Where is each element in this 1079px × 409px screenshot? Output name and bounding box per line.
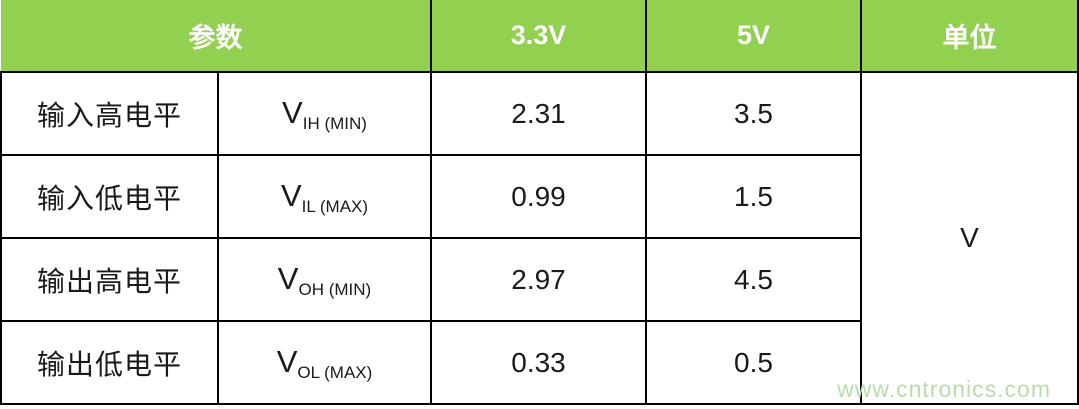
symbol-base: V [277,261,299,296]
value-5v: 3.5 [645,71,862,156]
symbol-base: V [276,344,298,379]
table-row-output-high: 输出高电平 VOH (MIN) 2.97 4.5 [0,237,1078,322]
row-label: 输入高电平 [0,71,219,156]
row-label: 输出低电平 [0,320,219,405]
header-rail-3v3: 3.3V [430,0,647,73]
header-rail-5v: 5V [645,0,862,73]
value-3v3: 2.31 [430,71,647,156]
value-3v3: 0.99 [430,154,647,239]
header-parameter: 参数 [1,0,432,73]
row-symbol: VIL (MAX) [217,154,432,239]
unit-value-cell: V [860,71,1079,405]
value-5v: 0.5 [645,320,862,405]
row-label: 输入低电平 [0,154,219,239]
symbol-base: V [282,95,303,130]
value-5v: 4.5 [645,237,862,322]
row-symbol: VOH (MIN) [217,237,432,322]
row-symbol: VOL (MAX) [217,320,432,405]
symbol-subscript: IH (MIN) [302,114,367,133]
table-row-input-high: 输入高电平 VIH (MIN) 2.31 3.5 V [0,71,1079,405]
table-row-output-low: 输出低电平 VOL (MAX) 0.33 0.5 [0,320,1078,405]
table-row-input-low: 输入低电平 VIL (MAX) 0.99 1.5 [0,154,1078,239]
row-symbol: VIH (MIN) [217,71,432,156]
row-label: 输出高电平 [0,237,219,322]
header-unit: 单位 [860,0,1079,73]
value-5v: 1.5 [645,154,862,239]
symbol-subscript: IL (MAX) [301,197,369,216]
symbol-subscript: OL (MAX) [297,363,373,382]
table-header-row: 参数 3.3V 5V 单位 [1,0,1079,73]
symbol-subscript: OH (MIN) [298,280,372,299]
value-3v3: 0.33 [430,320,647,405]
symbol-base: V [280,178,302,213]
value-3v3: 2.97 [430,237,647,322]
